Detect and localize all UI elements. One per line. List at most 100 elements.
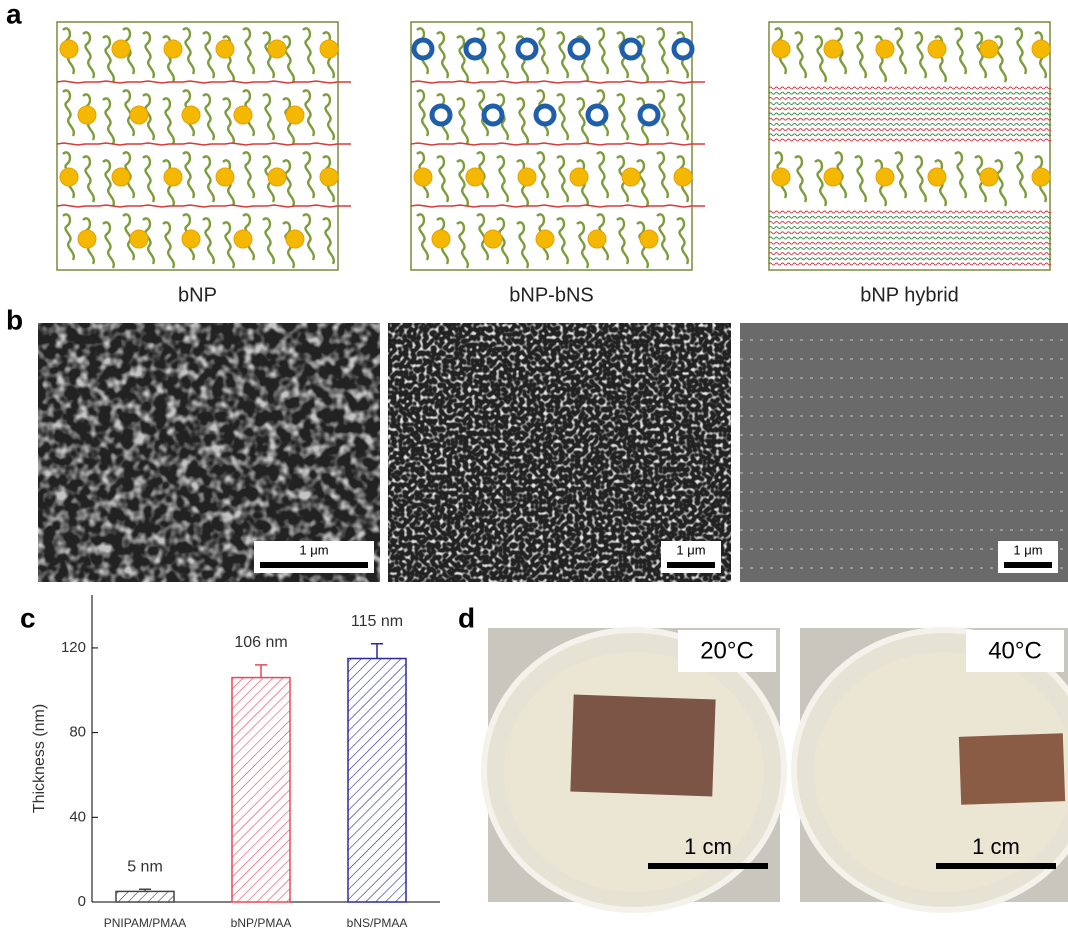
nanoparticle <box>771 39 791 59</box>
x-tick-label: PNIPAM/PMAA <box>104 916 186 929</box>
nanoparticle <box>163 39 183 59</box>
polymer-wave <box>768 252 1052 256</box>
polymer-coil <box>596 151 610 199</box>
caption: bNP <box>178 284 217 306</box>
polymer-coil <box>616 93 630 141</box>
nanoparticle <box>673 167 693 187</box>
polymer-coil <box>556 31 570 79</box>
temperature-box <box>966 630 1064 672</box>
nanoparticle <box>771 167 791 187</box>
polymer-coil <box>576 221 590 269</box>
scale-bar-label: 1 cm <box>972 834 1020 859</box>
nanoparticle <box>267 167 287 187</box>
polymer-wave <box>768 226 1052 230</box>
polymer-coil <box>162 97 176 145</box>
nanoparticle <box>639 229 659 249</box>
polymer-coil <box>416 89 430 137</box>
polymer-coil <box>994 159 1008 207</box>
polymer-coil <box>536 27 550 75</box>
nanoparticle <box>233 229 253 249</box>
scale-bar <box>1004 562 1052 568</box>
polymer-coil <box>496 31 510 79</box>
nanoparticle <box>181 229 201 249</box>
bar <box>115 890 175 903</box>
polymer-coil <box>656 27 670 75</box>
polymer-coil <box>656 89 670 137</box>
nanoparticle <box>319 167 339 187</box>
polymer-coil <box>62 213 76 261</box>
polymer-coil <box>416 213 430 261</box>
nanoparticle <box>129 105 149 125</box>
dish-floor <box>814 652 1068 892</box>
polymer-coil <box>516 97 530 145</box>
polymer-coil <box>814 159 828 207</box>
nanoparticle <box>59 167 79 187</box>
y-axis-label: Thickness (nm) <box>31 704 48 813</box>
temperature-label: 40°C <box>988 637 1042 664</box>
polyelectrolyte-line <box>56 80 351 84</box>
polymer-coil <box>516 221 530 269</box>
polymer-coil <box>456 159 470 207</box>
sem-texture <box>388 323 731 582</box>
sem-image <box>740 323 1068 582</box>
nanosheet-ring <box>585 103 609 127</box>
nanoparticle <box>823 39 843 59</box>
polymer-wave <box>768 122 1052 126</box>
y-tick-label: 40 <box>69 808 86 825</box>
polymer-wave <box>768 138 1052 142</box>
scale-bar <box>936 863 1056 869</box>
nanoparticle <box>111 39 131 59</box>
polymer-coil <box>854 31 868 79</box>
polymer-coil <box>322 93 336 141</box>
polymer-coil <box>102 221 116 269</box>
polymer-coil <box>302 89 316 137</box>
nanoparticle <box>1031 167 1051 187</box>
polymer-coil <box>222 97 236 145</box>
polymer-coil <box>636 159 650 207</box>
x-tick-label: bNS/PMAA <box>347 916 408 929</box>
sem-texture <box>38 323 380 582</box>
bar <box>231 676 291 903</box>
polymer-coil <box>656 213 670 261</box>
error-bar <box>371 642 383 659</box>
polymer-coil <box>182 27 196 75</box>
polymer-wave <box>768 215 1052 219</box>
polymer-coil <box>82 31 96 79</box>
polymer-wave <box>768 133 1052 137</box>
polymer-coil <box>1014 27 1028 75</box>
nanoparticle <box>285 229 305 249</box>
scale-bar-label: 1 μm <box>299 542 328 557</box>
polymer-coil <box>302 27 316 75</box>
polymer-coil <box>556 93 570 141</box>
scale-bar-label: 1 cm <box>684 834 732 859</box>
polymer-coil <box>242 27 256 75</box>
nanoparticle <box>875 167 895 187</box>
polymer-coil <box>142 31 156 79</box>
polymer-coil <box>914 31 928 79</box>
polyelectrolyte-line <box>410 142 705 146</box>
polymer-coil <box>954 151 968 199</box>
polymer-coil <box>102 159 116 207</box>
polymer-wave <box>768 107 1052 111</box>
polymer-coil <box>102 35 116 83</box>
polymer-wave <box>768 262 1052 266</box>
polymer-coil <box>102 97 116 145</box>
error-bar <box>255 664 267 678</box>
polymer-coil <box>262 217 276 265</box>
polymer-coil <box>322 217 336 265</box>
polymer-wave <box>768 102 1052 106</box>
nanoparticle <box>285 105 305 125</box>
nanoparticle <box>215 39 235 59</box>
nanosheet-ring <box>637 103 661 127</box>
polymer-coil <box>656 151 670 199</box>
nanoparticle <box>927 39 947 59</box>
nanosheet-ring <box>619 37 643 61</box>
polymer-wave <box>768 231 1052 235</box>
scale-bar <box>667 562 715 568</box>
polymer-coil <box>302 213 316 261</box>
nanoparticle <box>129 229 149 249</box>
schematic-frame <box>410 21 693 271</box>
polymer-wave <box>768 96 1052 100</box>
polymer-coil <box>282 35 296 83</box>
polymer-wave <box>768 112 1052 116</box>
